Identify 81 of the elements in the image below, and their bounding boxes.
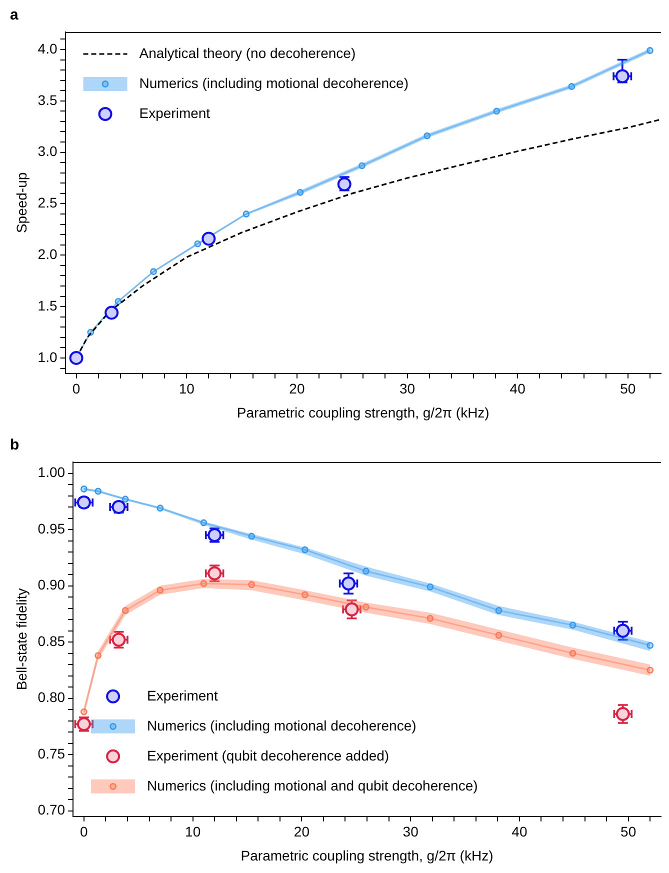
point (569, 650, 576, 657)
point (248, 581, 256, 588)
point (646, 47, 654, 54)
point (200, 519, 208, 526)
y-tick-label: 0.75 (38, 745, 66, 762)
point (122, 496, 129, 503)
point (615, 69, 630, 84)
y-axis-title: Speed-up (13, 172, 30, 234)
point (344, 602, 359, 616)
y-tick-label: 1.0 (38, 348, 58, 365)
point (242, 210, 250, 218)
y-tick-label: 0.70 (38, 802, 66, 818)
point (114, 298, 122, 305)
point (104, 306, 119, 320)
legend-label: Numerics (including motional and qubit decoherence) (147, 777, 478, 794)
point (94, 488, 102, 495)
x-tick-label: 50 (620, 824, 636, 840)
point (646, 666, 654, 674)
point (342, 576, 356, 591)
y-tick-label: 0.95 (38, 520, 66, 536)
point (80, 708, 88, 716)
y-tick-label: 0.90 (38, 576, 66, 593)
x-tick-label: 40 (512, 824, 528, 840)
legend-label: Numerics (including motional decoherence) (139, 74, 409, 91)
text: a (10, 6, 19, 24)
x-tick-label: 10 (185, 824, 201, 840)
y-tick-label: 1.00 (38, 464, 66, 480)
legend-label: Experiment (147, 687, 218, 704)
x-tick-label: 40 (510, 380, 526, 397)
point (69, 350, 84, 365)
point (616, 624, 630, 638)
y-tick-label: 3.0 (38, 143, 58, 160)
legend-label: Experiment (qubit decoherence added) (147, 747, 390, 764)
point (495, 632, 502, 639)
point (362, 604, 370, 611)
x-tick-label: 10 (178, 380, 195, 397)
point (296, 188, 304, 196)
point (156, 586, 164, 594)
point (424, 132, 431, 140)
point (202, 232, 216, 246)
legend-label: Experiment (139, 104, 210, 121)
point (94, 652, 102, 659)
y-tick-label: 0.80 (38, 689, 66, 706)
legend-label: Numerics (including motional decoherence) (147, 717, 416, 734)
x-tick-label: 20 (294, 824, 310, 840)
point (495, 607, 502, 614)
point (200, 580, 208, 587)
y-tick-label: 2.0 (38, 246, 58, 262)
point (302, 546, 308, 554)
point (302, 591, 308, 598)
legend-label: Analytical theory (no decoherence) (139, 44, 356, 61)
x-tick-label: 0 (80, 824, 88, 840)
point (616, 707, 630, 722)
point (150, 268, 157, 276)
x-tick-label: 20 (289, 380, 305, 397)
point (80, 486, 88, 492)
point (426, 614, 434, 622)
point (156, 504, 164, 512)
point (568, 83, 576, 90)
x-tick-label: 0 (72, 380, 80, 397)
point (569, 622, 576, 629)
y-tick-label: 0.85 (38, 632, 66, 649)
y-tick-label: 3.5 (38, 92, 58, 108)
point (248, 532, 256, 540)
point (426, 583, 434, 590)
x-tick-label: 30 (402, 824, 419, 840)
point (493, 108, 500, 115)
y-tick-label: 4.0 (38, 40, 58, 56)
point (646, 642, 654, 649)
y-tick-label: 1.5 (38, 297, 58, 314)
point (358, 162, 366, 170)
y-tick-label: 2.5 (38, 194, 58, 211)
point (194, 240, 202, 248)
x-axis-title: Parametric coupling strength, g/2π (kHz) (236, 404, 490, 420)
point (122, 607, 129, 614)
x-axis-title: Parametric coupling strength, g/2π (kHz) (240, 847, 494, 864)
x-tick-label: 30 (399, 380, 416, 397)
text: b (10, 436, 20, 454)
point (362, 568, 370, 575)
x-tick-label: 50 (620, 380, 636, 397)
y-axis-title: Bell-state fidelity (13, 588, 30, 690)
